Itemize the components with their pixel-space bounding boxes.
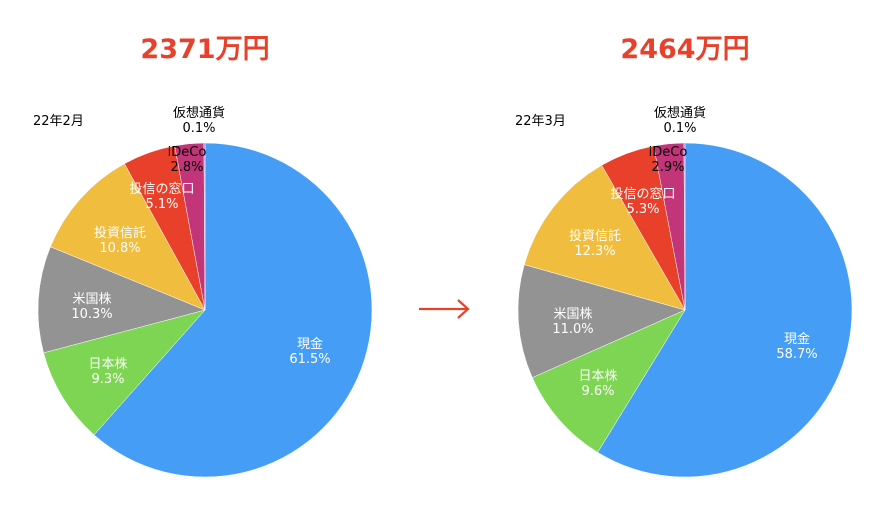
slice-value-label: 2.8%: [170, 160, 203, 175]
pie-slice: [597, 142, 853, 478]
slice-value-label: 5.3%: [626, 202, 659, 217]
slice-value-label: 9.6%: [581, 384, 614, 399]
slice-value-label: 12.3%: [574, 244, 615, 259]
slice-category-label: 投信の窓口: [610, 186, 675, 202]
slice-category-label: 日本株: [578, 369, 617, 384]
slice-category-label: 現金: [297, 336, 323, 352]
pie-slice: [43, 309, 206, 436]
slice-category-label: 仮想通貨: [654, 105, 706, 121]
slice-value-label: 10.8%: [99, 241, 140, 256]
slice-value-label: 9.3%: [91, 372, 124, 387]
pie-slice: [203, 142, 206, 311]
pie-slice: [93, 142, 373, 478]
slice-value-label: 58.7%: [776, 347, 817, 362]
pie-slice: [517, 264, 686, 378]
pie-slice: [37, 246, 206, 354]
slice-category-label: iDeCo: [649, 145, 688, 160]
pie-slice: [523, 164, 686, 311]
slice-category-label: iDeCo: [168, 145, 207, 160]
slice-value-label: 2.9%: [651, 160, 684, 175]
slice-category-label: 投資信託: [569, 228, 621, 244]
pie-slice: [50, 163, 206, 311]
slice-category-label: 米国株: [553, 307, 592, 322]
slice-category-label: 現金: [784, 331, 810, 347]
slice-value-label: 11.0%: [552, 322, 593, 337]
pie-slice: [531, 309, 686, 453]
slice-value-label: 0.1%: [182, 121, 215, 136]
chart-title: 2371万円: [140, 34, 269, 65]
slice-category-label: 仮想通貨: [173, 105, 225, 121]
pie-slice: [683, 142, 686, 311]
right-arrow-icon: [419, 299, 470, 319]
slice-category-label: 投信の窓口: [129, 181, 194, 197]
slice-value-label: 10.3%: [71, 307, 112, 322]
slice-category-label: 日本株: [88, 357, 127, 372]
date-label: 22年3月: [515, 114, 566, 129]
slice-value-label: 61.5%: [289, 352, 330, 367]
slice-category-label: 米国株: [72, 292, 111, 307]
slice-category-label: 投資信託: [94, 225, 146, 241]
slice-value-label: 0.1%: [663, 121, 696, 136]
slice-value-label: 5.1%: [145, 197, 178, 212]
date-label: 22年2月: [33, 114, 84, 129]
chart-title: 2464万円: [620, 34, 749, 65]
